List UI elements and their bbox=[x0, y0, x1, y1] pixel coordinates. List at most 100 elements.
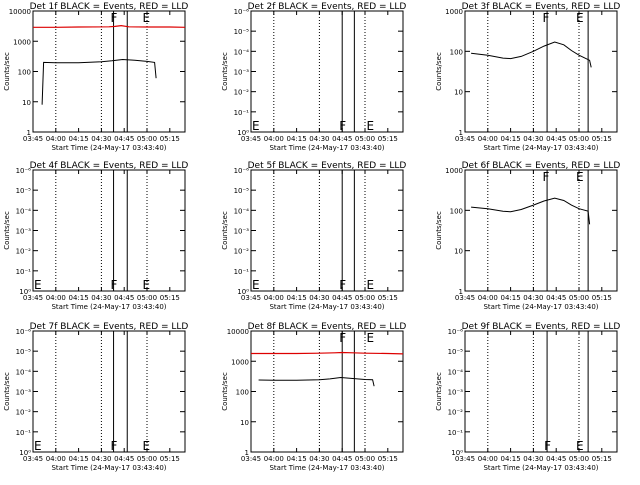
y-axis-label: Counts/sec bbox=[3, 372, 11, 411]
event-marker-f: F bbox=[339, 331, 346, 345]
plot-title: Det 1f BLACK = Events, RED = LLD bbox=[30, 2, 189, 12]
x-tick-label: 04:15 bbox=[287, 455, 307, 463]
x-tick-label: 04:45 bbox=[114, 455, 134, 463]
x-tick-label: 04:00 bbox=[478, 135, 498, 143]
x-tick-label: 04:15 bbox=[501, 135, 521, 143]
x-tick-label: 05:15 bbox=[592, 294, 612, 302]
y-tick-label: 10⁻² bbox=[448, 409, 464, 417]
y-tick-label: 10⁻¹ bbox=[448, 429, 464, 437]
x-tick-label: 04:45 bbox=[546, 135, 566, 143]
y-tick-label: 1000 bbox=[445, 8, 463, 16]
events-series-line bbox=[41, 58, 157, 105]
y-tick-label: 10 bbox=[454, 248, 463, 256]
event-marker-e: E bbox=[576, 11, 584, 25]
event-marker-e: E bbox=[576, 170, 584, 184]
x-axis-label: Start Time (24-May-17 03:43:40) bbox=[269, 303, 384, 311]
x-tick-label: 04:15 bbox=[287, 294, 307, 302]
x-tick-label: 04:15 bbox=[501, 455, 521, 463]
plot-title: Det 5f BLACK = Events, RED = LLD bbox=[248, 161, 407, 171]
y-axis-label: Counts/sec bbox=[221, 52, 229, 91]
x-tick-label: 05:00 bbox=[569, 294, 589, 302]
y-tick-label: 10⁻⁴ bbox=[16, 207, 32, 215]
event-marker-e: E bbox=[252, 119, 260, 133]
y-tick-label: 100 bbox=[18, 69, 31, 77]
y-tick-label: 10⁰ bbox=[237, 129, 249, 137]
y-tick-label: 10⁻² bbox=[234, 89, 250, 97]
y-axis-label: Counts/sec bbox=[3, 52, 11, 91]
y-tick-label: 1 bbox=[459, 129, 463, 137]
x-tick-label: 04:30 bbox=[91, 455, 111, 463]
y-tick-label: 10⁻¹ bbox=[234, 109, 250, 117]
x-tick-label: 03:45 bbox=[455, 135, 475, 143]
y-tick-label: 10 bbox=[454, 89, 463, 97]
y-tick-label: 10⁻⁵ bbox=[16, 348, 32, 356]
x-tick-label: 05:00 bbox=[137, 294, 157, 302]
x-tick-label: 05:15 bbox=[160, 294, 180, 302]
x-tick-label: 04:00 bbox=[46, 455, 66, 463]
x-tick-label: 03:45 bbox=[23, 455, 43, 463]
x-tick-label: 04:45 bbox=[332, 455, 352, 463]
x-tick-label: 04:15 bbox=[69, 455, 89, 463]
x-tick-label: 04:00 bbox=[46, 294, 66, 302]
event-marker-f: F bbox=[111, 439, 118, 453]
event-marker-e: E bbox=[576, 439, 584, 453]
plot-title: Det 2f BLACK = Events, RED = LLD bbox=[248, 2, 407, 12]
y-tick-label: 10⁻⁵ bbox=[234, 187, 250, 195]
event-marker-e: E bbox=[142, 439, 150, 453]
y-tick-label: 10⁻³ bbox=[448, 389, 464, 397]
x-tick-label: 04:00 bbox=[478, 455, 498, 463]
lld-series-line bbox=[251, 351, 404, 355]
x-tick-label: 04:30 bbox=[523, 135, 543, 143]
y-tick-label: 10⁻⁶ bbox=[16, 167, 32, 175]
x-axis-label: Start Time (24-May-17 03:43:40) bbox=[269, 464, 384, 472]
x-axis-label: Start Time (24-May-17 03:43:40) bbox=[483, 144, 598, 152]
events-series-line bbox=[471, 197, 591, 225]
y-tick-label: 10⁻⁴ bbox=[448, 368, 464, 376]
x-tick-label: 03:45 bbox=[455, 455, 475, 463]
event-marker-e: E bbox=[34, 439, 42, 453]
plot-frame bbox=[464, 169, 618, 292]
y-tick-label: 1 bbox=[27, 129, 31, 137]
y-tick-label: 10⁻⁵ bbox=[234, 28, 250, 36]
event-marker-e: E bbox=[142, 278, 150, 292]
x-axis-label: Start Time (24-May-17 03:43:40) bbox=[51, 464, 166, 472]
x-tick-label: 04:45 bbox=[114, 294, 134, 302]
events-series-line bbox=[258, 376, 375, 387]
x-tick-label: 04:00 bbox=[264, 135, 284, 143]
x-tick-label: 04:45 bbox=[332, 294, 352, 302]
plot-title: Det 3f BLACK = Events, RED = LLD bbox=[462, 2, 621, 12]
x-axis-label: Start Time (24-May-17 03:43:40) bbox=[483, 303, 598, 311]
y-tick-label: 10⁻³ bbox=[16, 228, 32, 236]
event-marker-e: E bbox=[142, 11, 150, 25]
y-axis-label: Counts/sec bbox=[435, 211, 443, 250]
plot-title: Det 8f BLACK = Events, RED = LLD bbox=[248, 322, 407, 332]
y-tick-label: 1000 bbox=[13, 38, 31, 46]
plot-frame bbox=[464, 10, 618, 133]
events-series-line bbox=[471, 41, 592, 68]
x-tick-label: 05:00 bbox=[355, 135, 375, 143]
x-tick-label: 05:15 bbox=[592, 135, 612, 143]
x-tick-label: 05:15 bbox=[160, 135, 180, 143]
x-tick-label: 05:15 bbox=[378, 294, 398, 302]
y-tick-label: 10⁻¹ bbox=[234, 268, 250, 276]
x-tick-label: 04:30 bbox=[91, 135, 111, 143]
x-tick-label: 04:00 bbox=[478, 294, 498, 302]
y-axis-label: Counts/sec bbox=[435, 372, 443, 411]
y-tick-label: 100 bbox=[450, 48, 463, 56]
event-marker-e: E bbox=[367, 331, 375, 345]
x-tick-label: 03:45 bbox=[23, 294, 43, 302]
plot-title: Det 9f BLACK = Events, RED = LLD bbox=[462, 322, 621, 332]
y-tick-label: 10⁻³ bbox=[234, 228, 250, 236]
x-tick-label: 03:45 bbox=[23, 135, 43, 143]
x-tick-label: 04:30 bbox=[309, 135, 329, 143]
x-tick-label: 04:00 bbox=[264, 455, 284, 463]
x-tick-label: 04:30 bbox=[523, 455, 543, 463]
y-tick-label: 10⁻² bbox=[234, 248, 250, 256]
y-tick-label: 10⁻² bbox=[16, 409, 32, 417]
x-tick-label: 05:00 bbox=[137, 135, 157, 143]
y-tick-label: 10000 bbox=[227, 328, 249, 336]
